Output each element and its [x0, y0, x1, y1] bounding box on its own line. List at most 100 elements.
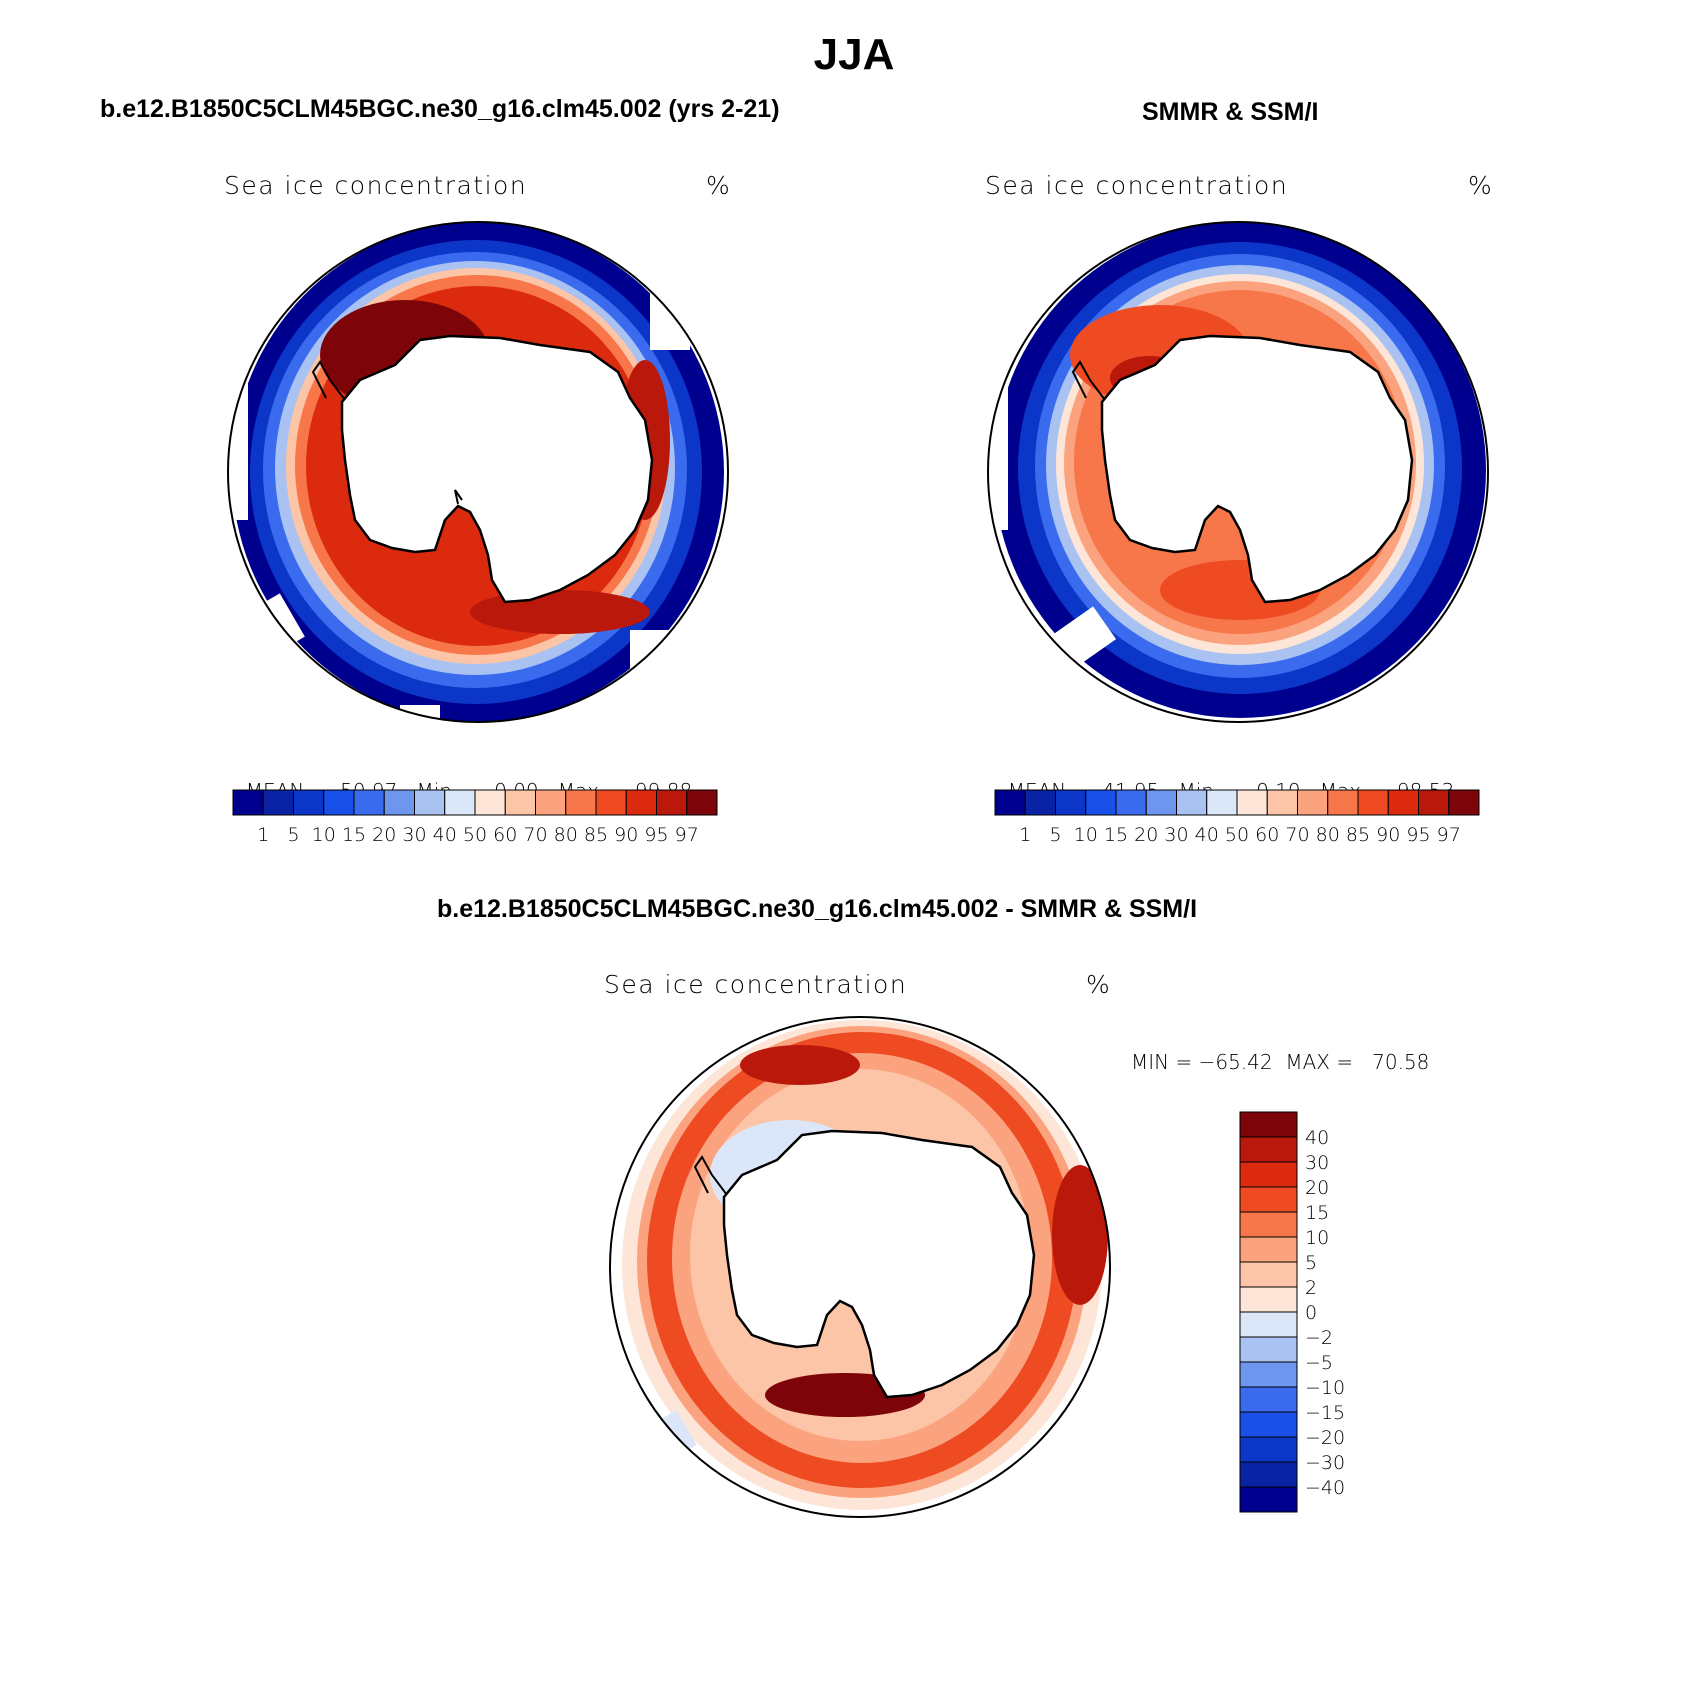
colorbar-tick-label: 85: [1346, 824, 1370, 846]
antarctica-outline: [340, 334, 654, 604]
map-obs: [987, 221, 1489, 723]
colorbar-swatch: [1448, 789, 1480, 816]
colorbar-tick-label: 30: [1164, 824, 1188, 846]
colorbar-swatch: [323, 789, 355, 816]
colorbar-tick-label: 5: [1049, 824, 1061, 846]
colorbar-swatch: [1055, 789, 1087, 816]
colorbar-swatch: [595, 789, 627, 816]
colorbar-tick-label: 0: [1305, 1302, 1317, 1324]
map-border: [987, 221, 1489, 723]
colorbar-tick-label: 85: [584, 824, 608, 846]
colorbar-swatch: [686, 789, 718, 816]
colorbar-swatch: [414, 789, 446, 816]
colorbar-tick-label: 97: [675, 824, 699, 846]
colorbar-swatch: [1239, 1261, 1298, 1288]
panel-diff-subtitle: b.e12.B1850C5CLM45BGC.ne30_g16.clm45.002…: [437, 895, 1198, 923]
colorbar-tick-label: 5: [287, 824, 299, 846]
colorbar-tick-label: 70: [523, 824, 547, 846]
colorbar-obs: 1 5 10 15 20 30 40 50 60 70 80 85 90 95 97: [994, 789, 1480, 846]
map-border: [227, 221, 729, 723]
colorbar-tick-label: 80: [554, 824, 578, 846]
diff-high-north: [740, 1045, 860, 1085]
colorbar-swatch: [1176, 789, 1208, 816]
colorbar-tick-label: 80: [1316, 824, 1340, 846]
colorbar-swatch: [565, 789, 597, 816]
colorbar-swatch: [994, 789, 1026, 816]
colorbar-tick-label: 1: [257, 824, 269, 846]
colorbar-tick-label: 20: [1134, 824, 1158, 846]
coast-detail: [454, 489, 463, 505]
colorbar-tick-label: 40: [1305, 1127, 1329, 1149]
colorbar-swatch: [293, 789, 325, 816]
colorbar-swatch: [1085, 789, 1117, 816]
colorbar-swatch: [232, 789, 264, 816]
colorbar-tick-label: 50: [1225, 824, 1249, 846]
colorbar-swatch: [1239, 1211, 1298, 1238]
colorbar-swatch: [625, 789, 657, 816]
colorbar-swatch: [1236, 789, 1268, 816]
colorbar-tick-label: −15: [1305, 1402, 1345, 1424]
panel-obs-variable-label: Sea ice concentration: [985, 171, 1289, 200]
colorbar-model: 1 5 10 15 20 30 40 50 60 70 80 85 90 95 97: [232, 789, 718, 846]
colorbar-tick-label: −20: [1305, 1427, 1345, 1449]
panel-diff-variable-label: Sea ice concentration: [604, 970, 908, 999]
colorbar-tick-label: 97: [1437, 824, 1461, 846]
colorbar-swatch: [1239, 1361, 1298, 1388]
colorbar-swatch: [1239, 1186, 1298, 1213]
ice-max-region-ross: [470, 590, 650, 634]
colorbar-swatch: [1239, 1111, 1298, 1138]
panel-obs-subtitle: SMMR & SSM/I: [1142, 98, 1319, 126]
colorbar-tick-label: 20: [372, 824, 396, 846]
colorbar-swatch: [1206, 789, 1238, 816]
colorbar-tick-label: 5: [1305, 1252, 1317, 1274]
panel-diff-minmax: MIN = −65.42 MAX = 70.58: [1131, 1050, 1430, 1074]
colorbar-swatch: [1115, 789, 1147, 816]
colorbar-tick-label: 10: [1305, 1227, 1329, 1249]
panel-model-variable-label: Sea ice concentration: [224, 171, 528, 200]
panel-obs-units-label: %: [1468, 171, 1494, 200]
colorbar-tick-label: 20: [1305, 1177, 1329, 1199]
colorbar-tick-label: 30: [1305, 1152, 1329, 1174]
colorbar-swatch: [474, 789, 506, 816]
colorbar-swatch: [383, 789, 415, 816]
colorbar-tick-label: 40: [1195, 824, 1219, 846]
colorbar-swatch: [1327, 789, 1359, 816]
colorbar-tick-label: 30: [402, 824, 426, 846]
colorbar-tick-label: −5: [1305, 1352, 1333, 1374]
colorbar-swatch: [1239, 1386, 1298, 1413]
colorbar-swatch: [262, 789, 294, 816]
colorbar-swatch: [1266, 789, 1298, 816]
colorbar-swatch: [656, 789, 688, 816]
colorbar-swatch: [1418, 789, 1450, 816]
colorbar-tick-label: 90: [614, 824, 638, 846]
panel-diff-units-label: %: [1086, 970, 1112, 999]
colorbar-swatch: [1357, 789, 1389, 816]
colorbar-tick-label: 10: [1074, 824, 1098, 846]
colorbar-tick-label: −30: [1305, 1452, 1345, 1474]
colorbar-swatch: [1239, 1436, 1298, 1463]
colorbar-tick-label: −10: [1305, 1377, 1345, 1399]
colorbar-swatch: [504, 789, 536, 816]
map-model: [227, 221, 729, 723]
colorbar-swatch: [353, 789, 385, 816]
diff-max-east: [1052, 1165, 1108, 1305]
colorbar-tick-label: 15: [342, 824, 366, 846]
antarctic-peninsula: [1071, 360, 1106, 401]
colorbar-swatch: [1239, 1286, 1298, 1313]
colorbar-swatch: [1297, 789, 1329, 816]
colorbar-swatch: [1387, 789, 1419, 816]
panel-model-subtitle: b.e12.B1850C5CLM45BGC.ne30_g16.clm45.002…: [100, 95, 780, 123]
map-border: [609, 1016, 1111, 1518]
antarctic-peninsula: [693, 1155, 728, 1196]
colorbar-swatch: [1239, 1236, 1298, 1263]
colorbar-tick-label: −40: [1305, 1477, 1345, 1499]
colorbar-tick-label: 70: [1285, 824, 1309, 846]
colorbar-tick-label: 90: [1376, 824, 1400, 846]
colorbar-swatch: [1239, 1161, 1298, 1188]
colorbar-tick-label: 60: [1255, 824, 1279, 846]
colorbar-swatch: [1239, 1486, 1298, 1513]
colorbar-tick-label: 15: [1104, 824, 1128, 846]
colorbar-swatch: [444, 789, 476, 816]
